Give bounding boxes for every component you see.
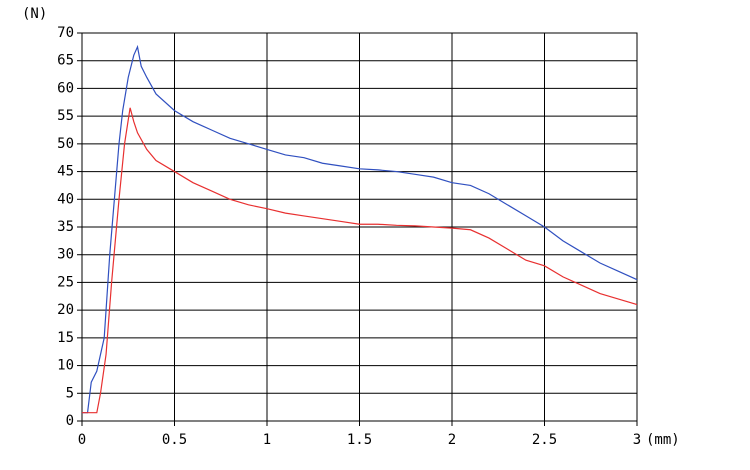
y-tick-label: 0	[66, 413, 74, 429]
x-axis-label: (mm)	[646, 432, 680, 448]
y-tick-label: 20	[57, 302, 74, 318]
series-line	[82, 107, 638, 414]
x-tick-label: 3	[633, 432, 641, 448]
y-tick-label: 5	[66, 385, 74, 401]
x-tick-label: 0.5	[162, 432, 187, 448]
y-tick-label: 10	[57, 358, 74, 374]
x-tick-label: 1	[263, 432, 271, 448]
y-tick-label: 35	[57, 219, 74, 235]
y-tick-label: 55	[57, 108, 74, 124]
y-tick-label: 65	[57, 53, 74, 69]
y-tick-label: 50	[57, 136, 74, 152]
x-tick-label: 2	[448, 432, 456, 448]
x-tick-label: 2.5	[532, 432, 557, 448]
series-line	[82, 44, 638, 414]
y-tick-label: 45	[57, 164, 74, 180]
y-tick-label: 40	[57, 191, 74, 207]
y-tick-label: 25	[57, 274, 74, 290]
x-tick-label: 0	[78, 432, 86, 448]
y-axis-label: (N)	[22, 6, 47, 22]
y-tick-label: 70	[57, 25, 74, 41]
y-tick-label: 30	[57, 247, 74, 263]
y-tick-label: 60	[57, 80, 74, 96]
y-tick-label: 15	[57, 330, 74, 346]
x-tick-label: 1.5	[347, 432, 372, 448]
